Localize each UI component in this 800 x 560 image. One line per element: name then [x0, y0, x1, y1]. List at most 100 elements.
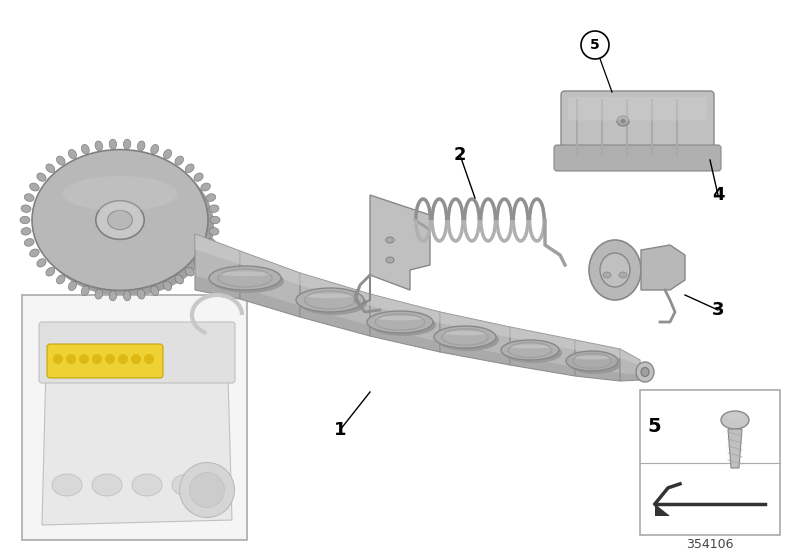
Ellipse shape	[163, 281, 172, 291]
Ellipse shape	[434, 326, 496, 348]
Text: 3: 3	[712, 301, 724, 319]
Text: 354106: 354106	[686, 539, 734, 552]
Polygon shape	[620, 349, 640, 366]
Ellipse shape	[636, 362, 654, 382]
Polygon shape	[575, 367, 620, 381]
Ellipse shape	[150, 144, 158, 154]
Ellipse shape	[46, 164, 54, 172]
Ellipse shape	[600, 253, 630, 287]
Ellipse shape	[95, 141, 102, 151]
Ellipse shape	[123, 139, 131, 149]
Polygon shape	[440, 312, 510, 338]
Ellipse shape	[109, 291, 117, 301]
Ellipse shape	[386, 237, 394, 243]
Ellipse shape	[57, 275, 65, 284]
Ellipse shape	[144, 354, 154, 364]
Ellipse shape	[52, 474, 82, 496]
FancyBboxPatch shape	[39, 322, 235, 383]
Ellipse shape	[163, 150, 172, 159]
Ellipse shape	[95, 289, 102, 299]
Ellipse shape	[123, 291, 131, 301]
Ellipse shape	[82, 144, 90, 154]
Text: 2: 2	[454, 146, 466, 164]
Ellipse shape	[68, 150, 77, 159]
Ellipse shape	[437, 329, 499, 351]
FancyBboxPatch shape	[554, 145, 721, 171]
Polygon shape	[240, 287, 300, 317]
Polygon shape	[240, 251, 300, 317]
Ellipse shape	[201, 249, 210, 257]
Polygon shape	[195, 234, 240, 264]
Ellipse shape	[501, 340, 559, 360]
Ellipse shape	[32, 150, 208, 291]
Ellipse shape	[209, 266, 281, 290]
Ellipse shape	[508, 344, 552, 348]
Ellipse shape	[641, 367, 649, 376]
Ellipse shape	[621, 119, 626, 123]
Text: 5: 5	[590, 38, 600, 52]
Ellipse shape	[118, 354, 128, 364]
Ellipse shape	[57, 156, 65, 165]
Ellipse shape	[92, 354, 102, 364]
Ellipse shape	[566, 351, 618, 371]
FancyBboxPatch shape	[47, 344, 163, 378]
Ellipse shape	[504, 343, 562, 363]
Ellipse shape	[66, 354, 76, 364]
Ellipse shape	[108, 211, 132, 230]
Ellipse shape	[209, 205, 219, 212]
Polygon shape	[620, 349, 640, 381]
Polygon shape	[620, 373, 640, 381]
Ellipse shape	[37, 173, 46, 181]
Text: 4: 4	[712, 186, 724, 204]
Ellipse shape	[109, 139, 117, 149]
Ellipse shape	[38, 156, 214, 296]
Ellipse shape	[53, 354, 63, 364]
Polygon shape	[42, 325, 232, 525]
Polygon shape	[440, 312, 510, 365]
Polygon shape	[240, 251, 300, 285]
Ellipse shape	[375, 316, 425, 320]
FancyBboxPatch shape	[568, 97, 707, 120]
Ellipse shape	[172, 474, 202, 496]
Ellipse shape	[212, 269, 284, 293]
Ellipse shape	[201, 183, 210, 191]
Ellipse shape	[210, 216, 220, 224]
Ellipse shape	[68, 281, 77, 291]
Ellipse shape	[63, 176, 178, 211]
Ellipse shape	[138, 141, 145, 151]
Polygon shape	[655, 504, 670, 516]
Polygon shape	[300, 273, 370, 306]
Circle shape	[581, 31, 609, 59]
Polygon shape	[195, 234, 240, 299]
Ellipse shape	[82, 286, 90, 296]
Ellipse shape	[218, 272, 272, 276]
Ellipse shape	[186, 164, 194, 172]
Ellipse shape	[24, 239, 34, 246]
Ellipse shape	[305, 293, 355, 298]
Ellipse shape	[209, 227, 219, 235]
Ellipse shape	[24, 194, 34, 202]
Polygon shape	[300, 306, 370, 336]
Ellipse shape	[20, 216, 30, 224]
Ellipse shape	[589, 240, 641, 300]
Ellipse shape	[573, 356, 611, 360]
Ellipse shape	[92, 474, 122, 496]
Polygon shape	[575, 340, 620, 358]
Polygon shape	[641, 245, 685, 290]
Ellipse shape	[21, 227, 31, 235]
Polygon shape	[300, 273, 370, 336]
Ellipse shape	[190, 473, 225, 507]
Ellipse shape	[131, 354, 141, 364]
Ellipse shape	[442, 331, 488, 335]
Ellipse shape	[175, 156, 183, 165]
Text: 5: 5	[647, 417, 661, 436]
Ellipse shape	[206, 239, 216, 246]
Polygon shape	[195, 276, 240, 299]
Ellipse shape	[132, 474, 162, 496]
Polygon shape	[370, 195, 430, 290]
FancyBboxPatch shape	[561, 91, 714, 164]
Ellipse shape	[194, 173, 203, 181]
Ellipse shape	[299, 291, 367, 315]
Ellipse shape	[37, 259, 46, 267]
Polygon shape	[440, 342, 510, 365]
